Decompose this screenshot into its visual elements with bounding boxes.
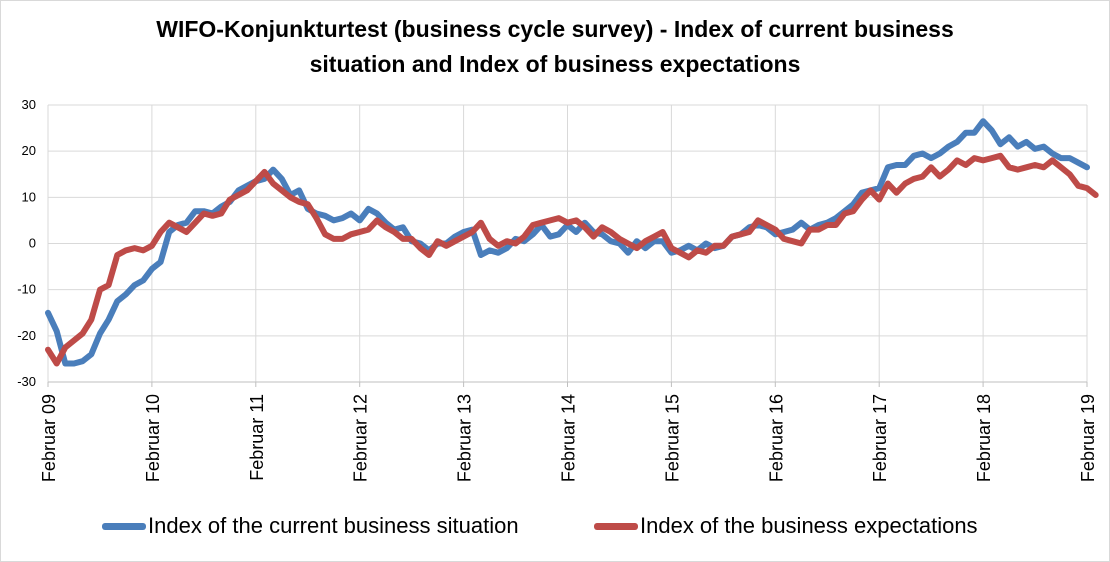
x-tick-label: Februar 19 [1078, 394, 1098, 482]
x-tick-label: Februar 09 [39, 394, 59, 482]
chart-title: WIFO-Konjunkturtest (business cycle surv… [0, 12, 1110, 82]
legend-item-expectations: Index of the business expectations [594, 508, 978, 544]
x-tick-label: Februar 16 [766, 394, 786, 482]
legend-label-situation: Index of the current business situation [148, 513, 519, 538]
x-tick-label: Februar 11 [247, 394, 267, 481]
y-tick-label: 20 [22, 143, 36, 158]
legend-swatch-expectations [594, 522, 638, 530]
y-tick-label: 30 [22, 97, 36, 112]
x-tick-label: Februar 13 [455, 394, 475, 482]
x-tick-label: Februar 10 [143, 394, 163, 482]
x-tick-label: Februar 12 [351, 394, 371, 482]
x-tick-label: Februar 17 [870, 394, 890, 482]
y-tick-label: 0 [29, 236, 36, 251]
x-tick-label: Februar 14 [559, 394, 579, 482]
y-tick-label: -20 [17, 328, 36, 343]
legend-item-situation: Index of the current business situation [102, 508, 519, 544]
legend-swatch-situation [102, 522, 146, 530]
x-tick-label: Februar 15 [662, 394, 682, 482]
y-tick-label: 10 [22, 189, 36, 204]
x-tick-label: Februar 18 [974, 394, 994, 482]
chart-title-line-2: situation and Index of business expectat… [309, 51, 801, 77]
chart-title-line-1: WIFO-Konjunkturtest (business cycle surv… [156, 16, 954, 42]
legend-label-expectations: Index of the business expectations [640, 513, 978, 538]
y-tick-label: -30 [17, 374, 36, 389]
y-tick-label: -10 [17, 282, 36, 297]
series-line-expectations [45, 152, 1099, 367]
legend: Index of the current business situation … [0, 508, 1110, 544]
